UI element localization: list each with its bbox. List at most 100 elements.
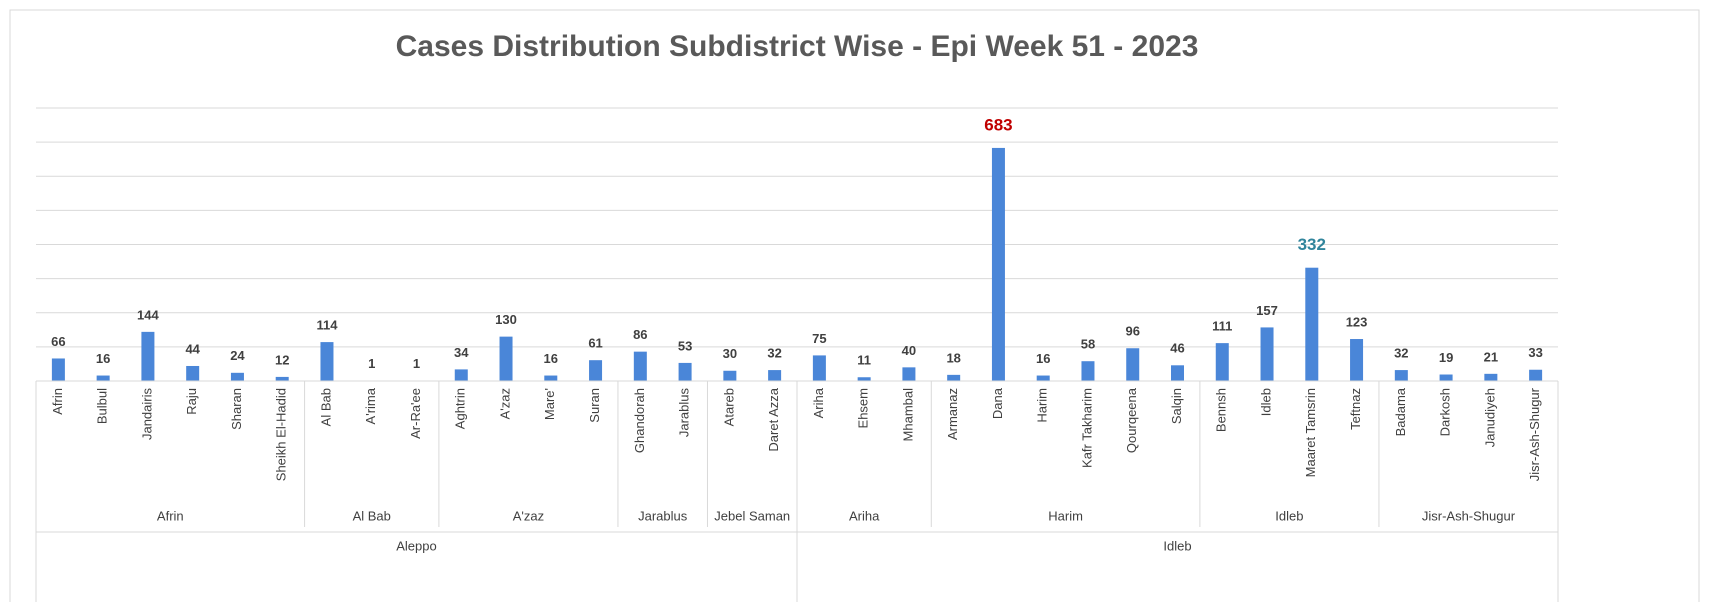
bar [1305, 268, 1318, 381]
x-tick-label: Dana [990, 387, 1005, 419]
bar [1350, 339, 1363, 381]
data-label: 19 [1439, 350, 1453, 365]
bar [1440, 375, 1453, 381]
data-label: 24 [230, 348, 245, 363]
x-tick-label: Mare' [542, 388, 557, 420]
x-tick-label: Suran [587, 388, 602, 423]
data-label: 144 [137, 307, 159, 322]
x-tick-label: Raju [184, 388, 199, 415]
bar [679, 363, 692, 381]
data-label: 12 [275, 352, 289, 367]
group-label: Al Bab [353, 508, 391, 523]
bar [1081, 361, 1094, 381]
bar [1126, 348, 1139, 381]
x-tick-label: Sheikh El-Hadid [274, 388, 289, 481]
x-tick-label: Ghandorah [632, 388, 647, 453]
data-label: 16 [544, 351, 558, 366]
data-label: 114 [316, 318, 338, 333]
data-label: 157 [1256, 303, 1278, 318]
data-label: 1 [413, 356, 420, 371]
data-label: 32 [767, 346, 781, 361]
group-label: Jebel Saman [714, 508, 790, 523]
bar [1395, 370, 1408, 381]
bar [634, 352, 647, 381]
data-label: 44 [185, 341, 200, 356]
bar [1037, 376, 1050, 381]
x-tick-label: A'rima [363, 387, 378, 424]
data-label: 33 [1528, 345, 1542, 360]
bar [1171, 365, 1184, 381]
bar [589, 360, 602, 381]
x-tick-label: Ar-Ra'ee [408, 388, 423, 439]
x-tick-label: Bennsh [1214, 388, 1229, 432]
data-label: 683 [984, 115, 1012, 134]
group-label: Idleb [1163, 538, 1191, 553]
data-label: 30 [723, 346, 737, 361]
x-tick-label: Mhambal [900, 388, 915, 442]
bar [947, 375, 960, 381]
data-label: 16 [96, 351, 110, 366]
data-label: 123 [1346, 314, 1368, 329]
x-tick-label: Salqin [1169, 388, 1184, 424]
x-tick-label: Kafr Takharim [1079, 388, 1094, 468]
data-label: 66 [51, 334, 65, 349]
data-label: 40 [902, 343, 916, 358]
bar [1529, 370, 1542, 381]
x-tick-label: Ehsem [856, 388, 871, 428]
group-label: Jisr-Ash-Shugur [1422, 508, 1516, 523]
data-label: 332 [1298, 235, 1326, 254]
x-tick-label: Harim [1035, 388, 1050, 423]
x-tick-label: Sharan [229, 388, 244, 430]
group-label: Harim [1048, 508, 1083, 523]
bar [992, 148, 1005, 381]
group-label: Afrin [157, 508, 184, 523]
bar [186, 366, 199, 381]
bar [97, 376, 110, 381]
x-tick-label: Jarablus [677, 388, 692, 438]
data-label: 21 [1484, 349, 1498, 364]
x-tick-label: Darkosh [1438, 388, 1453, 436]
bar [1216, 343, 1229, 381]
group-label: Jarablus [638, 508, 688, 523]
x-tick-label: Janudiyeh [1482, 388, 1497, 447]
bar [276, 377, 289, 381]
bar [500, 337, 513, 381]
data-label: 58 [1081, 337, 1095, 352]
bar [723, 371, 736, 381]
chart-title: Cases Distribution Subdistrict Wise - Ep… [396, 30, 1199, 63]
bar [1261, 327, 1274, 381]
group-label: Ariha [849, 508, 880, 523]
x-tick-label: Badama [1393, 387, 1408, 436]
x-tick-label: Afrin [50, 388, 65, 415]
data-label: 61 [588, 336, 602, 351]
data-label: 16 [1036, 351, 1050, 366]
bar [544, 376, 557, 381]
x-tick-label: Armanaz [945, 388, 960, 440]
bar [1484, 374, 1497, 381]
x-tick-label: Al Bab [318, 388, 333, 426]
data-label: 75 [812, 331, 826, 346]
bar [52, 358, 65, 381]
group-label: Idleb [1275, 508, 1303, 523]
data-label: 96 [1126, 324, 1140, 339]
bar [141, 332, 154, 381]
x-tick-label: Idleb [1258, 388, 1273, 416]
data-label: 34 [454, 345, 469, 360]
data-label: 1 [368, 356, 375, 371]
data-label: 130 [495, 312, 517, 327]
x-tick-label: Teftnaz [1348, 388, 1363, 430]
data-label: 53 [678, 338, 692, 353]
data-label: 32 [1394, 346, 1408, 361]
bar [231, 373, 244, 381]
bar [320, 342, 333, 381]
bar [902, 367, 915, 381]
bar [768, 370, 781, 381]
data-label: 111 [1212, 319, 1232, 334]
data-label: 46 [1170, 341, 1184, 356]
bar [813, 355, 826, 381]
bar [455, 369, 468, 381]
data-label: 86 [633, 327, 647, 342]
x-tick-label: Maaret Tamsrin [1303, 388, 1318, 477]
x-tick-label: Jandairis [139, 388, 154, 441]
